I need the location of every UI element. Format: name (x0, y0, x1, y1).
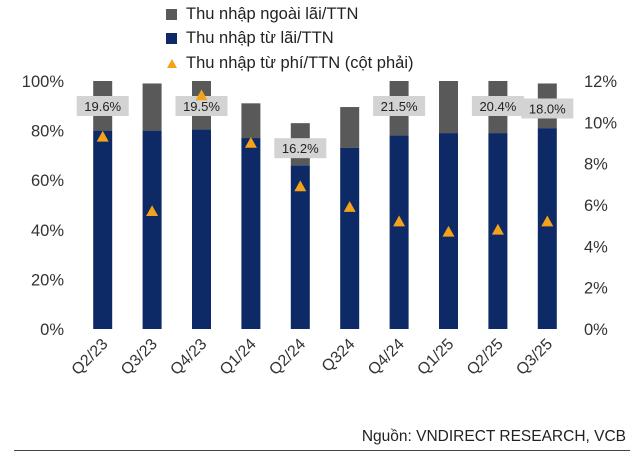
x-tick-label: Q3/25 (513, 336, 556, 379)
bar-interest (142, 130, 162, 329)
legend-swatch-non-interest (166, 8, 177, 20)
fee-marker (195, 89, 208, 101)
legend-label-interest: Thu nhập từ lãi/TTN (186, 29, 334, 48)
y-right-tick-label: 0% (584, 321, 608, 339)
y-left-tick-label: 0% (40, 321, 64, 339)
bar-interest (389, 135, 409, 329)
data-label-box (175, 96, 228, 116)
x-tick-label: Q1/25 (414, 336, 457, 379)
y-right-tick-label: 6% (584, 197, 608, 215)
x-tick-label: Q324 (319, 336, 359, 376)
y-right-tick-label: 10% (584, 114, 617, 132)
x-tick-label: Q3/23 (118, 336, 161, 379)
x-tick-label: Q4/23 (167, 336, 210, 379)
fee-marker (393, 215, 406, 227)
bar-interest (93, 130, 113, 329)
bottom-rule (14, 450, 630, 451)
bar-non-interest (439, 81, 458, 134)
bar-non-interest (142, 83, 162, 131)
bar-interest (537, 128, 557, 329)
fee-marker (343, 201, 356, 212)
y-right-tick-label: 4% (584, 238, 608, 256)
fee-marker (294, 180, 307, 192)
bar-interest (290, 165, 310, 329)
data-label-box (471, 96, 524, 116)
legend-item-non-interest: Thu nhập ngoài lãi/TTN (166, 2, 413, 27)
legend-item-interest: Thu nhập từ lãi/TTN (166, 27, 413, 52)
y-left-tick-label: 20% (31, 271, 64, 289)
x-tick-label: Q1/24 (217, 336, 260, 379)
fee-marker (541, 215, 554, 227)
fee-marker (244, 137, 257, 148)
legend-item-fee: Thu nhập từ phí/TTN (cột phải) (166, 51, 413, 76)
bar-non-interest (241, 103, 261, 139)
legend-triangle-fee (167, 58, 177, 68)
data-label-box (373, 96, 426, 116)
data-label: 16.2% (282, 141, 319, 156)
legend-label-fee: Thu nhập từ phí/TTN (cột phải) (186, 53, 414, 72)
source-note: Nguồn: VNDIRECT RESEARCH, VCB (361, 428, 626, 445)
data-label: 19.6% (84, 99, 121, 114)
y-right-tick-label: 12% (584, 73, 617, 91)
data-label: 19.5% (183, 99, 220, 114)
data-label-box (274, 138, 327, 159)
y-left-tick-label: 80% (31, 123, 64, 141)
y-left-tick-label: 100% (22, 73, 65, 91)
data-label: 21.5% (381, 99, 418, 114)
fee-marker (96, 130, 109, 142)
x-tick-label: Q4/24 (365, 336, 408, 379)
fee-marker (442, 225, 455, 237)
x-tick-label: Q2/24 (266, 336, 309, 379)
bar-interest (241, 138, 261, 329)
data-label: 18.0% (529, 101, 566, 116)
data-label-box (521, 98, 574, 119)
bar-non-interest (340, 107, 360, 148)
y-right-tick-label: 2% (584, 280, 608, 298)
legend-label-non-interest: Thu nhập ngoài lãi/TTN (186, 4, 359, 23)
chart-legend: Thu nhập ngoài lãi/TTN Thu nhập từ lãi/T… (166, 2, 413, 76)
y-left-tick-label: 60% (31, 172, 64, 190)
y-left-tick-label: 40% (31, 222, 64, 240)
data-label-box (76, 96, 129, 116)
legend-swatch-interest (166, 33, 177, 45)
y-right-tick-label: 8% (584, 156, 608, 174)
bar-interest (340, 147, 360, 329)
fee-marker (491, 223, 504, 235)
bar-interest (192, 129, 211, 329)
x-tick-label: Q2/25 (464, 336, 507, 379)
data-label: 20.4% (479, 99, 516, 114)
fee-marker (146, 205, 159, 216)
x-tick-label: Q2/23 (69, 336, 112, 379)
